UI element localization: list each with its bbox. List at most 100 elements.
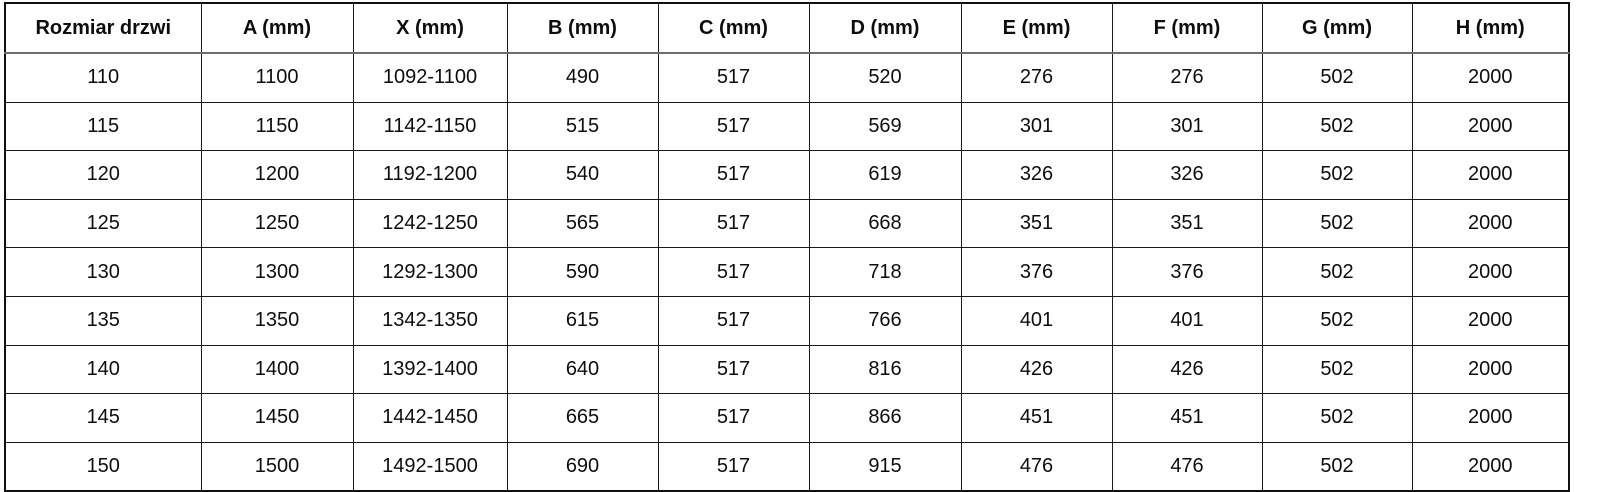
cell-g: 502 — [1262, 345, 1413, 395]
table-row: 140 1400 1392-1400 640 517 816 426 426 5… — [5, 345, 1569, 395]
column-header-d: D (mm) — [809, 3, 962, 54]
cell-rozmiar-drzwi: 135 — [5, 296, 202, 346]
cell-h: 2000 — [1412, 247, 1569, 297]
cell-g: 502 — [1262, 393, 1413, 443]
cell-d: 866 — [809, 393, 962, 443]
cell-c: 517 — [658, 393, 810, 443]
cell-x: 1092-1100 — [353, 53, 508, 103]
cell-b: 690 — [507, 442, 659, 492]
table-row: 135 1350 1342-1350 615 517 766 401 401 5… — [5, 296, 1569, 346]
cell-c: 517 — [658, 442, 810, 492]
table-body: 110 1100 1092-1100 490 517 520 276 276 5… — [5, 53, 1569, 492]
cell-f: 451 — [1112, 393, 1263, 443]
cell-e: 326 — [961, 150, 1113, 200]
cell-rozmiar-drzwi: 150 — [5, 442, 202, 492]
cell-b: 540 — [507, 150, 659, 200]
table-header: Rozmiar drzwi A (mm) X (mm) B (mm) C (mm… — [5, 3, 1569, 54]
cell-f: 301 — [1112, 102, 1263, 152]
cell-b: 615 — [507, 296, 659, 346]
cell-g: 502 — [1262, 150, 1413, 200]
cell-rozmiar-drzwi: 115 — [5, 102, 202, 152]
column-header-c: C (mm) — [658, 3, 810, 54]
cell-h: 2000 — [1412, 442, 1569, 492]
column-header-h: H (mm) — [1412, 3, 1569, 54]
cell-a: 1200 — [201, 150, 354, 200]
cell-g: 502 — [1262, 199, 1413, 249]
cell-f: 476 — [1112, 442, 1263, 492]
cell-x: 1342-1350 — [353, 296, 508, 346]
column-header-x: X (mm) — [353, 3, 508, 54]
cell-f: 426 — [1112, 345, 1263, 395]
cell-e: 476 — [961, 442, 1113, 492]
cell-d: 520 — [809, 53, 962, 103]
cell-b: 590 — [507, 247, 659, 297]
cell-h: 2000 — [1412, 345, 1569, 395]
table-row: 150 1500 1492-1500 690 517 915 476 476 5… — [5, 442, 1569, 492]
cell-g: 502 — [1262, 247, 1413, 297]
cell-h: 2000 — [1412, 296, 1569, 346]
cell-e: 401 — [961, 296, 1113, 346]
cell-x: 1392-1400 — [353, 345, 508, 395]
cell-c: 517 — [658, 296, 810, 346]
cell-x: 1192-1200 — [353, 150, 508, 200]
cell-g: 502 — [1262, 296, 1413, 346]
column-header-g: G (mm) — [1262, 3, 1413, 54]
cell-h: 2000 — [1412, 102, 1569, 152]
cell-f: 276 — [1112, 53, 1263, 103]
cell-x: 1142-1150 — [353, 102, 508, 152]
cell-d: 569 — [809, 102, 962, 152]
cell-a: 1100 — [201, 53, 354, 103]
cell-g: 502 — [1262, 102, 1413, 152]
table-row: 130 1300 1292-1300 590 517 718 376 376 5… — [5, 247, 1569, 297]
cell-f: 326 — [1112, 150, 1263, 200]
cell-b: 515 — [507, 102, 659, 152]
cell-b: 665 — [507, 393, 659, 443]
cell-e: 426 — [961, 345, 1113, 395]
table-row: 120 1200 1192-1200 540 517 619 326 326 5… — [5, 150, 1569, 200]
cell-c: 517 — [658, 102, 810, 152]
cell-h: 2000 — [1412, 393, 1569, 443]
door-size-specification-table: Rozmiar drzwi A (mm) X (mm) B (mm) C (mm… — [4, 2, 1570, 492]
cell-a: 1350 — [201, 296, 354, 346]
column-header-f: F (mm) — [1112, 3, 1263, 54]
cell-rozmiar-drzwi: 130 — [5, 247, 202, 297]
cell-d: 816 — [809, 345, 962, 395]
cell-a: 1250 — [201, 199, 354, 249]
table-row: 145 1450 1442-1450 665 517 866 451 451 5… — [5, 393, 1569, 443]
cell-c: 517 — [658, 247, 810, 297]
cell-d: 619 — [809, 150, 962, 200]
cell-e: 451 — [961, 393, 1113, 443]
cell-h: 2000 — [1412, 199, 1569, 249]
cell-h: 2000 — [1412, 150, 1569, 200]
cell-rozmiar-drzwi: 125 — [5, 199, 202, 249]
table-row: 110 1100 1092-1100 490 517 520 276 276 5… — [5, 53, 1569, 103]
cell-f: 351 — [1112, 199, 1263, 249]
cell-e: 351 — [961, 199, 1113, 249]
cell-d: 718 — [809, 247, 962, 297]
cell-e: 301 — [961, 102, 1113, 152]
cell-x: 1292-1300 — [353, 247, 508, 297]
cell-x: 1492-1500 — [353, 442, 508, 492]
cell-e: 376 — [961, 247, 1113, 297]
cell-a: 1500 — [201, 442, 354, 492]
table-row: 115 1150 1142-1150 515 517 569 301 301 5… — [5, 102, 1569, 152]
column-header-e: E (mm) — [961, 3, 1113, 54]
cell-x: 1442-1450 — [353, 393, 508, 443]
cell-e: 276 — [961, 53, 1113, 103]
cell-rozmiar-drzwi: 110 — [5, 53, 202, 103]
cell-d: 766 — [809, 296, 962, 346]
table-row: 125 1250 1242-1250 565 517 668 351 351 5… — [5, 199, 1569, 249]
cell-c: 517 — [658, 53, 810, 103]
cell-c: 517 — [658, 150, 810, 200]
cell-c: 517 — [658, 199, 810, 249]
header-row: Rozmiar drzwi A (mm) X (mm) B (mm) C (mm… — [5, 3, 1569, 54]
column-header-a: A (mm) — [201, 3, 354, 54]
cell-rozmiar-drzwi: 145 — [5, 393, 202, 443]
cell-a: 1150 — [201, 102, 354, 152]
cell-b: 490 — [507, 53, 659, 103]
cell-d: 668 — [809, 199, 962, 249]
cell-f: 376 — [1112, 247, 1263, 297]
cell-a: 1300 — [201, 247, 354, 297]
cell-g: 502 — [1262, 442, 1413, 492]
